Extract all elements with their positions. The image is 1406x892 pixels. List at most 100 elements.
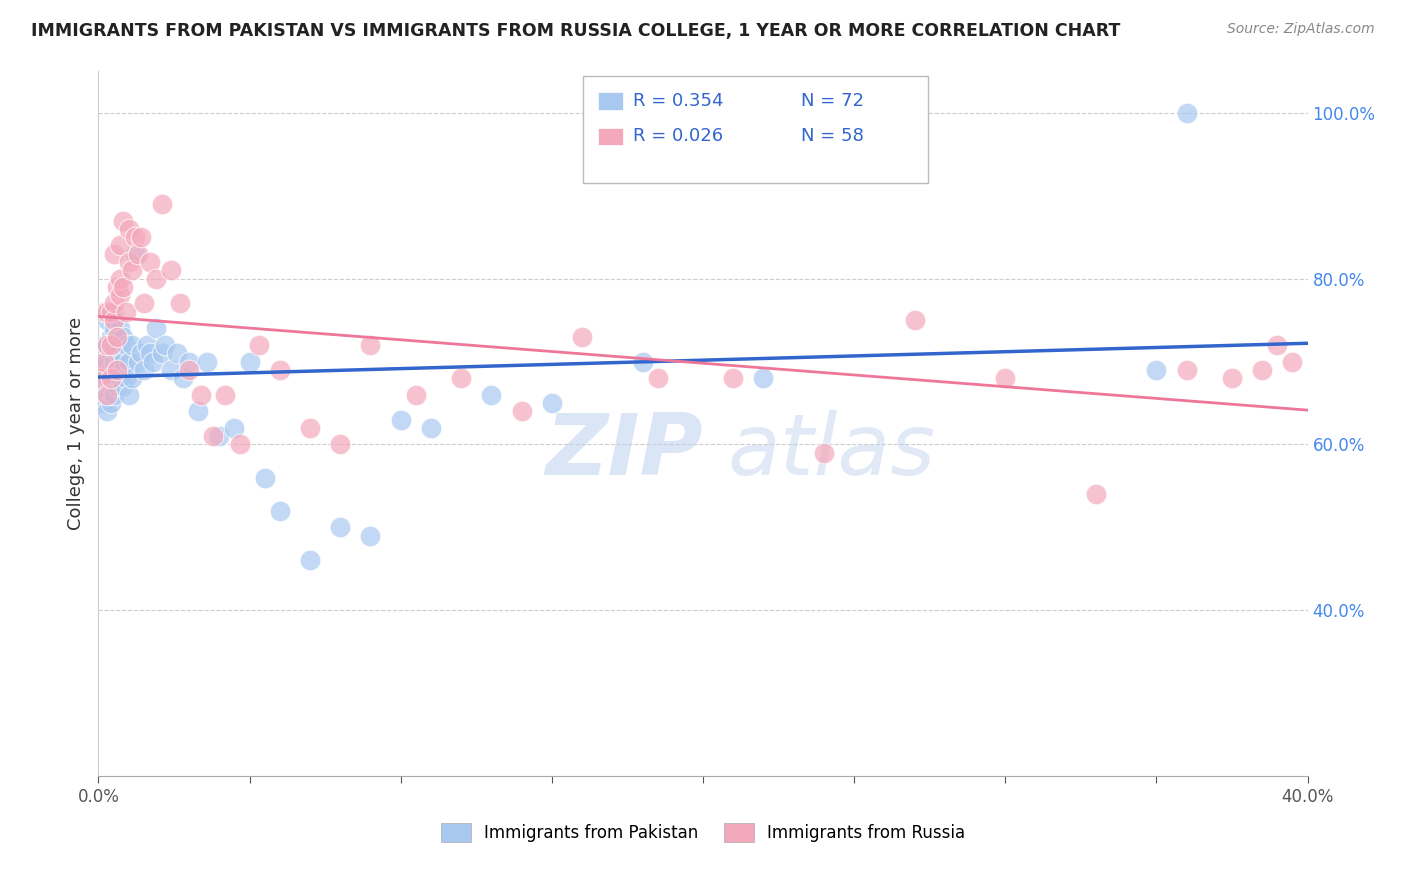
Point bbox=[90, 346, 112, 360]
Point bbox=[202, 429, 225, 443]
Point bbox=[93, 338, 115, 352]
Point bbox=[195, 354, 218, 368]
Text: Source: ZipAtlas.com: Source: ZipAtlas.com bbox=[1227, 22, 1375, 37]
Point bbox=[103, 321, 125, 335]
Point bbox=[450, 371, 472, 385]
Legend: Immigrants from Pakistan, Immigrants from Russia: Immigrants from Pakistan, Immigrants fro… bbox=[434, 816, 972, 849]
Point bbox=[111, 379, 134, 393]
Point bbox=[127, 246, 149, 260]
Point bbox=[160, 263, 183, 277]
Point bbox=[114, 305, 136, 319]
Point bbox=[1220, 371, 1243, 385]
Point bbox=[1281, 354, 1303, 368]
Point bbox=[103, 354, 125, 368]
Point bbox=[389, 412, 412, 426]
Point bbox=[299, 421, 322, 435]
Point bbox=[160, 363, 183, 377]
Point bbox=[103, 371, 125, 385]
Point bbox=[103, 313, 125, 327]
Point bbox=[153, 338, 176, 352]
Point bbox=[114, 338, 136, 352]
Point bbox=[100, 363, 122, 377]
Point bbox=[540, 396, 562, 410]
Point bbox=[105, 280, 128, 294]
Point bbox=[108, 288, 131, 302]
Point bbox=[111, 213, 134, 227]
Point bbox=[1175, 105, 1198, 120]
Point bbox=[1144, 363, 1167, 377]
Point bbox=[239, 354, 262, 368]
Point bbox=[214, 387, 236, 401]
Point bbox=[93, 305, 115, 319]
Point bbox=[114, 371, 136, 385]
Point bbox=[108, 238, 131, 252]
Text: R = 0.026: R = 0.026 bbox=[633, 128, 723, 145]
Point bbox=[96, 387, 118, 401]
Point bbox=[118, 222, 141, 236]
Text: atlas: atlas bbox=[727, 410, 935, 493]
Point bbox=[108, 338, 131, 352]
Text: ZIP: ZIP bbox=[546, 410, 703, 493]
Point bbox=[121, 338, 143, 352]
Point bbox=[190, 387, 212, 401]
Point bbox=[100, 379, 122, 393]
Point bbox=[1267, 338, 1289, 352]
Point bbox=[150, 346, 173, 360]
Point bbox=[105, 363, 128, 377]
Point bbox=[100, 346, 122, 360]
Point bbox=[135, 338, 157, 352]
Point bbox=[121, 371, 143, 385]
Point bbox=[1251, 363, 1274, 377]
Text: R = 0.354: R = 0.354 bbox=[633, 92, 723, 110]
Point bbox=[142, 354, 165, 368]
Point bbox=[510, 404, 533, 418]
Point bbox=[647, 371, 669, 385]
Point bbox=[229, 437, 252, 451]
Point bbox=[208, 429, 231, 443]
Point bbox=[111, 329, 134, 343]
Point bbox=[103, 246, 125, 260]
Point bbox=[108, 321, 131, 335]
Point bbox=[253, 470, 276, 484]
Point bbox=[96, 387, 118, 401]
Point bbox=[904, 313, 927, 327]
Point bbox=[145, 321, 167, 335]
Point bbox=[100, 371, 122, 385]
Point bbox=[96, 338, 118, 352]
Point bbox=[96, 354, 118, 368]
Point bbox=[96, 305, 118, 319]
Point bbox=[93, 379, 115, 393]
Text: IMMIGRANTS FROM PAKISTAN VS IMMIGRANTS FROM RUSSIA COLLEGE, 1 YEAR OR MORE CORRE: IMMIGRANTS FROM PAKISTAN VS IMMIGRANTS F… bbox=[31, 22, 1121, 40]
Point bbox=[1085, 487, 1108, 501]
Point bbox=[96, 313, 118, 327]
Point bbox=[93, 354, 115, 368]
Point bbox=[129, 230, 152, 244]
Y-axis label: College, 1 year or more: College, 1 year or more bbox=[66, 318, 84, 530]
Point bbox=[100, 305, 122, 319]
Point bbox=[269, 504, 291, 518]
Point bbox=[269, 363, 291, 377]
Point bbox=[994, 371, 1017, 385]
Point bbox=[129, 346, 152, 360]
Point bbox=[121, 263, 143, 277]
Point bbox=[118, 354, 141, 368]
Point bbox=[420, 421, 443, 435]
Point bbox=[105, 346, 128, 360]
Point bbox=[124, 246, 146, 260]
Point bbox=[813, 446, 835, 460]
Point bbox=[631, 354, 654, 368]
Point bbox=[481, 387, 503, 401]
Point bbox=[100, 396, 122, 410]
Point bbox=[118, 387, 141, 401]
Point bbox=[132, 363, 155, 377]
Point bbox=[169, 296, 191, 310]
Point bbox=[179, 354, 201, 368]
Point bbox=[247, 338, 270, 352]
Point bbox=[111, 280, 134, 294]
Point bbox=[105, 363, 128, 377]
Point bbox=[179, 363, 201, 377]
Point bbox=[299, 553, 322, 567]
Point bbox=[723, 371, 745, 385]
Point bbox=[103, 296, 125, 310]
Point bbox=[166, 346, 188, 360]
